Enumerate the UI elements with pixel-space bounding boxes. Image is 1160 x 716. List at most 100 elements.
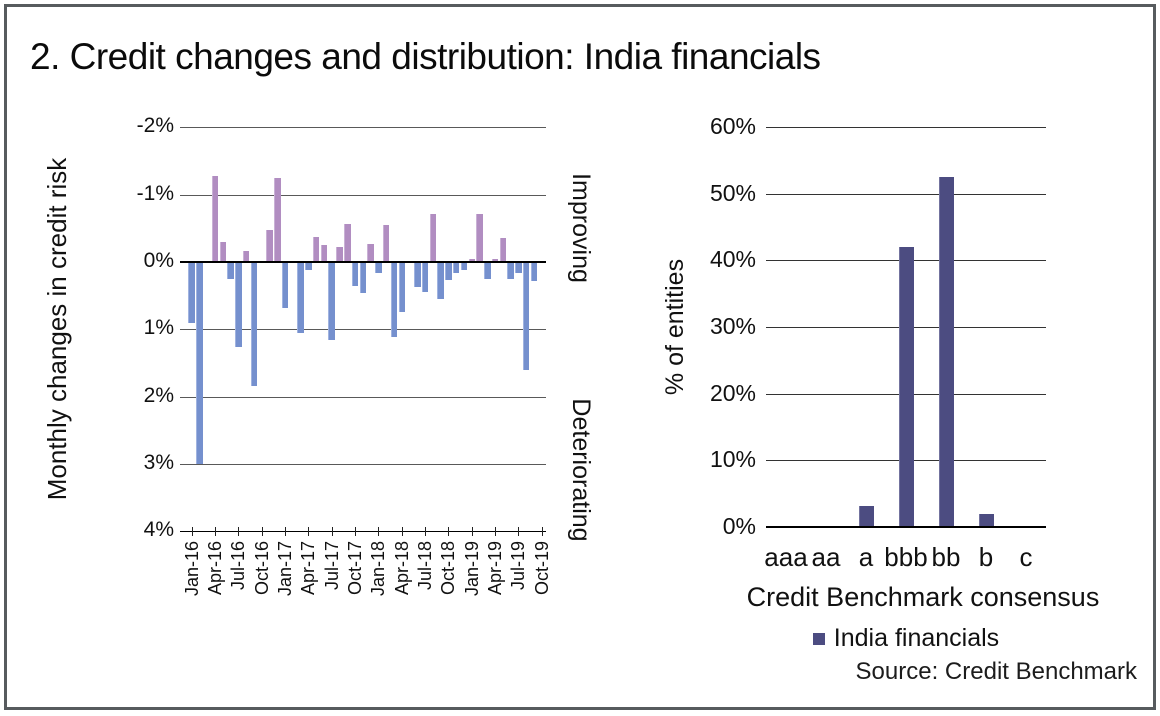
category-label-bb: bb	[931, 542, 961, 572]
gridline	[180, 463, 546, 465]
x-axis-tick	[355, 527, 357, 536]
y-tick-label: 10%	[709, 446, 756, 473]
x-axis-tick	[495, 527, 497, 536]
bar-Jun-16	[227, 262, 234, 280]
bar-Dec-16	[274, 177, 281, 262]
gridline	[180, 194, 546, 196]
source-note: Source: Credit Benchmark	[855, 658, 1137, 685]
x-axis-tick	[238, 527, 240, 536]
bar-Apr-17	[305, 262, 312, 271]
x-axis-line	[766, 526, 1046, 528]
y-tick-label: 0%	[143, 249, 174, 272]
panel-title: 2. Credit changes and distribution: Indi…	[30, 36, 821, 77]
legend-label: India financials	[833, 624, 1000, 652]
category-label-a: a	[858, 542, 874, 572]
bar-Mar-17	[297, 262, 304, 333]
bar-Feb-19	[476, 214, 483, 262]
y-tick-label: 0%	[722, 513, 756, 539]
y-tick-label: 3%	[143, 450, 174, 474]
x-axis-tick	[401, 527, 403, 536]
x-axis-tick	[471, 527, 473, 536]
bar-Nov-18	[452, 262, 460, 274]
x-axis-tick	[331, 527, 333, 536]
bar-Apr-16	[211, 175, 219, 262]
bar-Jan-18	[375, 262, 382, 274]
gridline	[766, 193, 1046, 195]
zero-axis-line	[180, 261, 546, 263]
distribution-chart: % of entities 0% 10% 20% 30% 40% 50% 60% aaa aa a…	[640, 0, 1160, 716]
gridline	[766, 126, 1046, 128]
category-label-bbb: bbb	[884, 542, 928, 572]
bar-May-19	[499, 238, 507, 262]
bar-Jan-16	[188, 262, 195, 323]
bar-May-16	[219, 242, 227, 262]
bar-Nov-17	[359, 262, 367, 293]
x-axis-tick	[285, 527, 287, 536]
bar-Jul-17	[328, 262, 335, 341]
bar-Jul-19	[515, 262, 522, 273]
x-axis-tick	[378, 527, 380, 536]
bar-Jun-17	[320, 244, 328, 262]
bar-Nov-16	[266, 230, 273, 262]
y-tick-label: 40%	[709, 246, 756, 273]
gridline	[180, 127, 546, 129]
category-label-aa: aa	[811, 542, 841, 572]
gridline	[180, 329, 546, 331]
bar-Dec-18	[460, 262, 468, 271]
bar-Aug-18	[429, 213, 437, 262]
bar-Sep-16	[250, 262, 258, 386]
panel-border	[4, 4, 1156, 710]
bar-Feb-18	[382, 224, 390, 262]
bar-Aug-16	[242, 251, 250, 262]
y-tick-label: -1%	[136, 181, 174, 205]
x-axis-tick	[261, 527, 263, 536]
bar-May-17	[312, 237, 320, 262]
bar-Apr-18	[398, 262, 405, 312]
y-tick-label: 60%	[709, 112, 756, 139]
bar-Jan-19	[468, 258, 476, 262]
credit-changes-chart: Monthly changes in credit risk -2% -1% 0% 1…	[42, 114, 595, 596]
bar-Jul-18	[421, 262, 429, 293]
bar-Sep-19	[530, 262, 538, 281]
gridline	[180, 396, 546, 398]
bar-Apr-19	[491, 258, 499, 262]
x-axis-tick	[448, 527, 450, 536]
bar-Feb-16	[196, 262, 203, 464]
x-axis-tick	[191, 527, 193, 536]
x-axis-tick	[215, 527, 217, 536]
bar-Jun-18	[414, 262, 421, 287]
x-axis-line	[180, 531, 546, 532]
bar-Jul-16	[235, 262, 242, 348]
y-tick-label: 2%	[143, 383, 174, 407]
bar-Sep-18	[437, 262, 444, 299]
bar-b	[978, 513, 994, 527]
legend: India financials	[766, 624, 1046, 653]
right-x-axis-title: Credit Benchmark consensus	[746, 582, 1100, 612]
x-axis-tick	[308, 527, 310, 536]
bar-Aug-17	[336, 246, 343, 262]
category-label-aaa: aaa	[764, 542, 808, 572]
bar-Sep-17	[344, 224, 351, 262]
bar-Mar-19	[484, 262, 491, 280]
y-tick-label: 20%	[709, 379, 756, 406]
y-tick-label: 50%	[709, 179, 756, 206]
legend-marker	[812, 632, 825, 645]
bar-Aug-19	[522, 262, 530, 370]
bar-bbb	[898, 246, 914, 527]
x-axis-tick	[425, 527, 427, 536]
bar-Jun-19	[507, 262, 514, 280]
bar-bb	[938, 176, 954, 527]
y-tick-label: -2%	[136, 114, 174, 138]
credit-changes-plot-area: -2% -1% 0% 1% 2% 3% 4% Jan-16 Apr-16 Jul-16 Oct-16…	[136, 114, 552, 596]
y-tick-label: 30%	[709, 312, 756, 339]
bar-Jan-17	[281, 262, 289, 308]
bar-Dec-17	[367, 243, 374, 262]
x-axis-tick	[541, 527, 543, 536]
y-tick-label: 4%	[143, 518, 174, 542]
bar-Oct-18	[445, 262, 452, 281]
bar-Mar-18	[390, 262, 398, 338]
x-axis-tick	[518, 527, 520, 536]
category-label-c: c	[1019, 542, 1033, 572]
bar-a	[858, 506, 874, 527]
